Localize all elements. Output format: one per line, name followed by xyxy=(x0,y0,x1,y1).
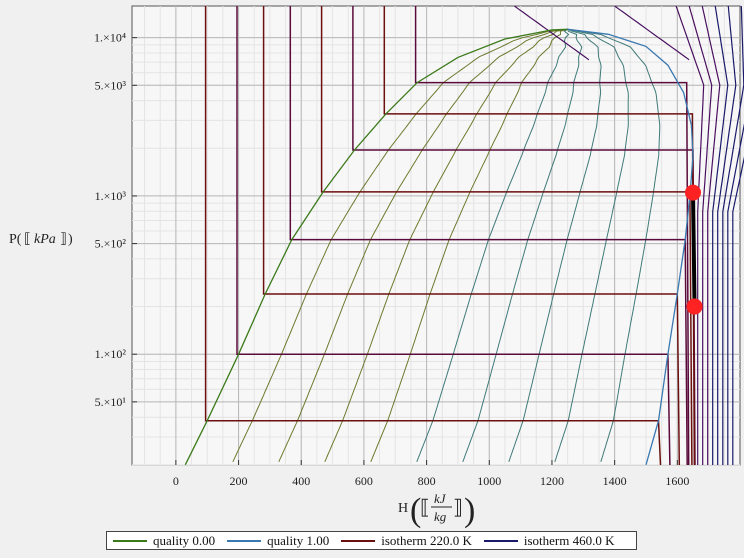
x-tick-label: 0 xyxy=(173,474,179,488)
y-tick-label: 1.×10² xyxy=(95,347,127,361)
isotherm-high-line xyxy=(514,5,590,61)
y-tick-label: 5.×10² xyxy=(95,237,127,251)
x-paren-open: ( xyxy=(410,492,421,529)
y-tick-label: 1.×10³ xyxy=(95,189,127,203)
chart-svg: 0 200 400 600 800 1000 1200 1400 1600 5.×10¹ 1.×10… xyxy=(9,5,744,529)
x-tick-label: 800 xyxy=(418,474,436,488)
y-axis-unit: kPa xyxy=(34,232,56,247)
isotherm-high-line xyxy=(701,5,721,465)
x-tick-label: 1000 xyxy=(477,474,501,488)
x-unit-bracket-open: ⟦ xyxy=(420,497,430,519)
y-tick-label: 5.×10³ xyxy=(95,78,127,92)
isotherm-high-line xyxy=(614,5,690,61)
y-tick-label: 5.×10¹ xyxy=(95,395,127,409)
cycle-point xyxy=(686,298,703,315)
x-axis-label: H xyxy=(398,501,408,516)
legend-swatch xyxy=(341,539,376,542)
isotherm-high-line xyxy=(732,156,744,465)
legend-swatch xyxy=(227,539,262,542)
y-axis-label-close: ) xyxy=(68,232,73,247)
cycle-segment xyxy=(690,192,697,307)
legend-item-isotherm-220: isotherm 220.0 K xyxy=(341,533,472,549)
isotherm-line xyxy=(236,6,671,466)
legend-label: isotherm 220.0 K xyxy=(381,532,472,548)
quality-line xyxy=(567,28,661,462)
legend-item-isotherm-460: isotherm 460.0 K xyxy=(483,532,615,549)
x-tick-label: 400 xyxy=(292,474,310,488)
legend-item-quality-1: quality 1.00 xyxy=(227,533,329,549)
x-axis-title: H ( ⟦ kJ kg ⟧ ) xyxy=(398,491,475,529)
isotherm-line xyxy=(262,6,681,466)
x-tick-label: 600 xyxy=(355,474,373,488)
isotherm-high-line xyxy=(712,5,729,465)
x-tick-label: 1200 xyxy=(540,474,564,488)
isotherm-high-line xyxy=(717,5,737,465)
isotherm-high-line xyxy=(675,5,705,465)
legend-label: quality 0.00 xyxy=(153,532,216,548)
isotherm-line xyxy=(414,6,690,466)
x-tick-label: 1600 xyxy=(665,474,689,488)
x-tick-label: 200 xyxy=(230,474,248,488)
curve-layer xyxy=(184,5,744,466)
saturated-vapor-line xyxy=(567,28,694,465)
isotherm-line xyxy=(289,6,688,466)
tick-layer: 0 200 400 600 800 1000 1200 1400 1600 5.×10¹ 1.×10… xyxy=(94,31,689,488)
quality-line xyxy=(324,28,568,463)
y-unit-bracket-open: ⟦ xyxy=(24,232,31,247)
isotherm-high-line xyxy=(688,5,713,465)
quality-line xyxy=(232,28,568,463)
quality-line xyxy=(416,28,570,462)
x-unit-den: kg xyxy=(434,509,447,524)
quality-line xyxy=(508,28,602,462)
isotherm-line xyxy=(320,6,693,466)
legend-label: isotherm 460.0 K xyxy=(523,532,615,548)
quality-line xyxy=(462,29,583,462)
y-tick-label: 1.×10⁴ xyxy=(94,31,126,45)
legend-swatch xyxy=(483,539,518,542)
legend-item-quality-0: quality 0.00 xyxy=(113,533,215,549)
isotherm-high-line xyxy=(727,123,744,465)
quality-line xyxy=(370,28,568,462)
x-unit-bracket-close: ⟧ xyxy=(453,497,463,519)
isotherm-line xyxy=(204,6,662,466)
y-unit-bracket-close: ⟧ xyxy=(60,232,67,247)
x-tick-label: 1400 xyxy=(603,474,627,488)
x-unit-num: kJ xyxy=(434,491,447,506)
x-paren-close: ) xyxy=(464,492,475,529)
legend-swatch xyxy=(113,539,147,542)
y-axis-title: P( ⟦ kPa ⟧ ) xyxy=(9,232,73,247)
y-axis-label: P( xyxy=(9,232,22,247)
legend: quality 0.00 quality 1.00 isotherm 220.0… xyxy=(106,531,637,550)
quality-line xyxy=(554,28,629,462)
quality-line xyxy=(278,28,568,463)
cycle-point xyxy=(684,184,701,201)
legend-label: quality 1.00 xyxy=(267,532,330,548)
saturated-liquid-line xyxy=(184,28,568,466)
